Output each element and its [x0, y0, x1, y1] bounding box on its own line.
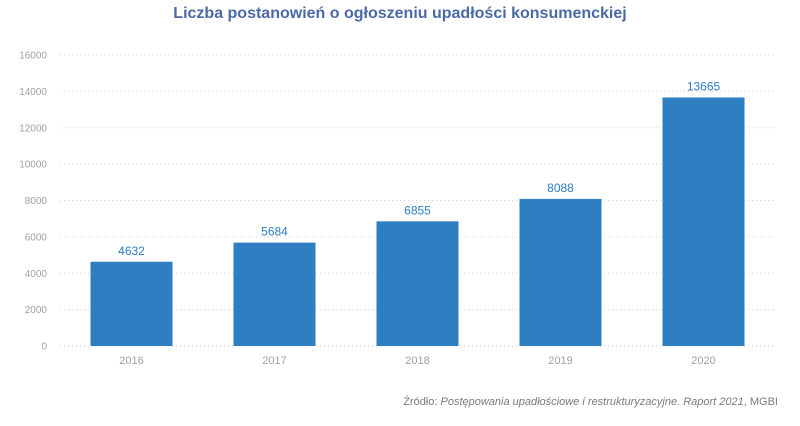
source-suffix: , MGBI [743, 396, 778, 408]
y-tick-label: 10000 [19, 160, 47, 171]
source-prefix: Źródło: [403, 396, 441, 408]
bar-2018 [376, 221, 459, 346]
x-tick-label-2018: 2018 [405, 355, 429, 367]
x-tick-label-2020: 2020 [691, 355, 715, 367]
y-tick-label: 8000 [25, 196, 48, 207]
y-tick-label: 4000 [25, 269, 48, 280]
bar-2016 [90, 261, 173, 346]
x-tick-label-2016: 2016 [119, 355, 143, 367]
data-label-2020: 13665 [687, 79, 721, 93]
bar-2020 [662, 97, 745, 347]
y-tick-label: 14000 [19, 87, 47, 98]
source-note: Źródło: Postępowania upadłościowe i rest… [403, 396, 778, 408]
y-tick-label: 6000 [25, 232, 48, 243]
data-label-2019: 8088 [547, 181, 574, 195]
bar-2019 [519, 198, 602, 346]
data-labels: 4632 5684 6855 8088 13665 [118, 79, 720, 257]
y-tick-label: 2000 [25, 305, 48, 316]
x-tick-label-2017: 2017 [262, 355, 286, 367]
x-axis-ticks: 2016 2017 2018 2019 2020 [119, 355, 715, 367]
y-tick-label: 0 [41, 342, 47, 353]
y-tick-label: 16000 [19, 51, 47, 62]
source-title: Postępowania upadłościowe i restrukturyz… [440, 396, 744, 408]
bars [90, 97, 745, 347]
data-label-2017: 5684 [261, 225, 288, 239]
data-label-2018: 6855 [404, 203, 431, 217]
chart-title: Liczba postanowień o ogłoszeniu upadłośc… [173, 5, 626, 22]
y-tick-label: 12000 [19, 123, 47, 134]
x-tick-label-2019: 2019 [548, 355, 572, 367]
y-axis-ticks: 0 2000 4000 6000 8000 10000 12000 14000 16000 [19, 51, 47, 353]
data-label-2016: 4632 [118, 244, 145, 258]
bar-2017 [233, 242, 316, 346]
